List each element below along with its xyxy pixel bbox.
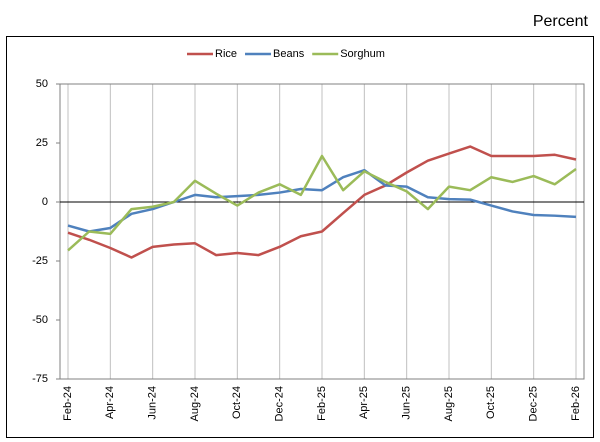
x-tick-label: Dec-24	[274, 386, 286, 421]
x-tick-label: Feb-25	[316, 386, 328, 421]
x-tick-label: Aug-24	[189, 386, 201, 421]
x-tick-label: Dec-25	[528, 386, 540, 421]
series-line	[67, 168, 577, 233]
x-tick-label: Feb-24	[62, 386, 74, 421]
legend-item: Beans	[245, 48, 305, 60]
x-tick-label: Aug-25	[443, 386, 455, 421]
chart-frame	[6, 36, 594, 438]
plot-area	[59, 83, 585, 380]
x-tick-label: Feb-26	[570, 386, 582, 421]
y-tick-label: -75	[32, 373, 48, 385]
y-tick-label: 25	[36, 137, 48, 149]
series-line	[67, 145, 577, 259]
x-tick-label: Oct-25	[485, 386, 497, 419]
series-line	[67, 154, 577, 252]
legend-item: Rice	[187, 48, 237, 60]
x-tick-label: Oct-24	[231, 386, 243, 419]
legend-label: Rice	[215, 48, 237, 60]
legend-label: Beans	[273, 48, 305, 60]
y-axis-label: Percent	[533, 13, 589, 30]
x-tick-label: Apr-25	[358, 386, 370, 419]
x-tick-label: Apr-24	[104, 386, 116, 419]
legend-label: Sorghum	[340, 48, 385, 60]
y-tick-label: 50	[36, 78, 48, 90]
x-tick-label: Jun-24	[147, 386, 159, 420]
y-tick-label: -25	[32, 255, 48, 267]
y-tick-label: 0	[42, 196, 48, 208]
legend-item: Sorghum	[312, 48, 385, 60]
x-tick-label: Jun-25	[401, 386, 413, 420]
y-tick-label: -50	[32, 314, 48, 326]
